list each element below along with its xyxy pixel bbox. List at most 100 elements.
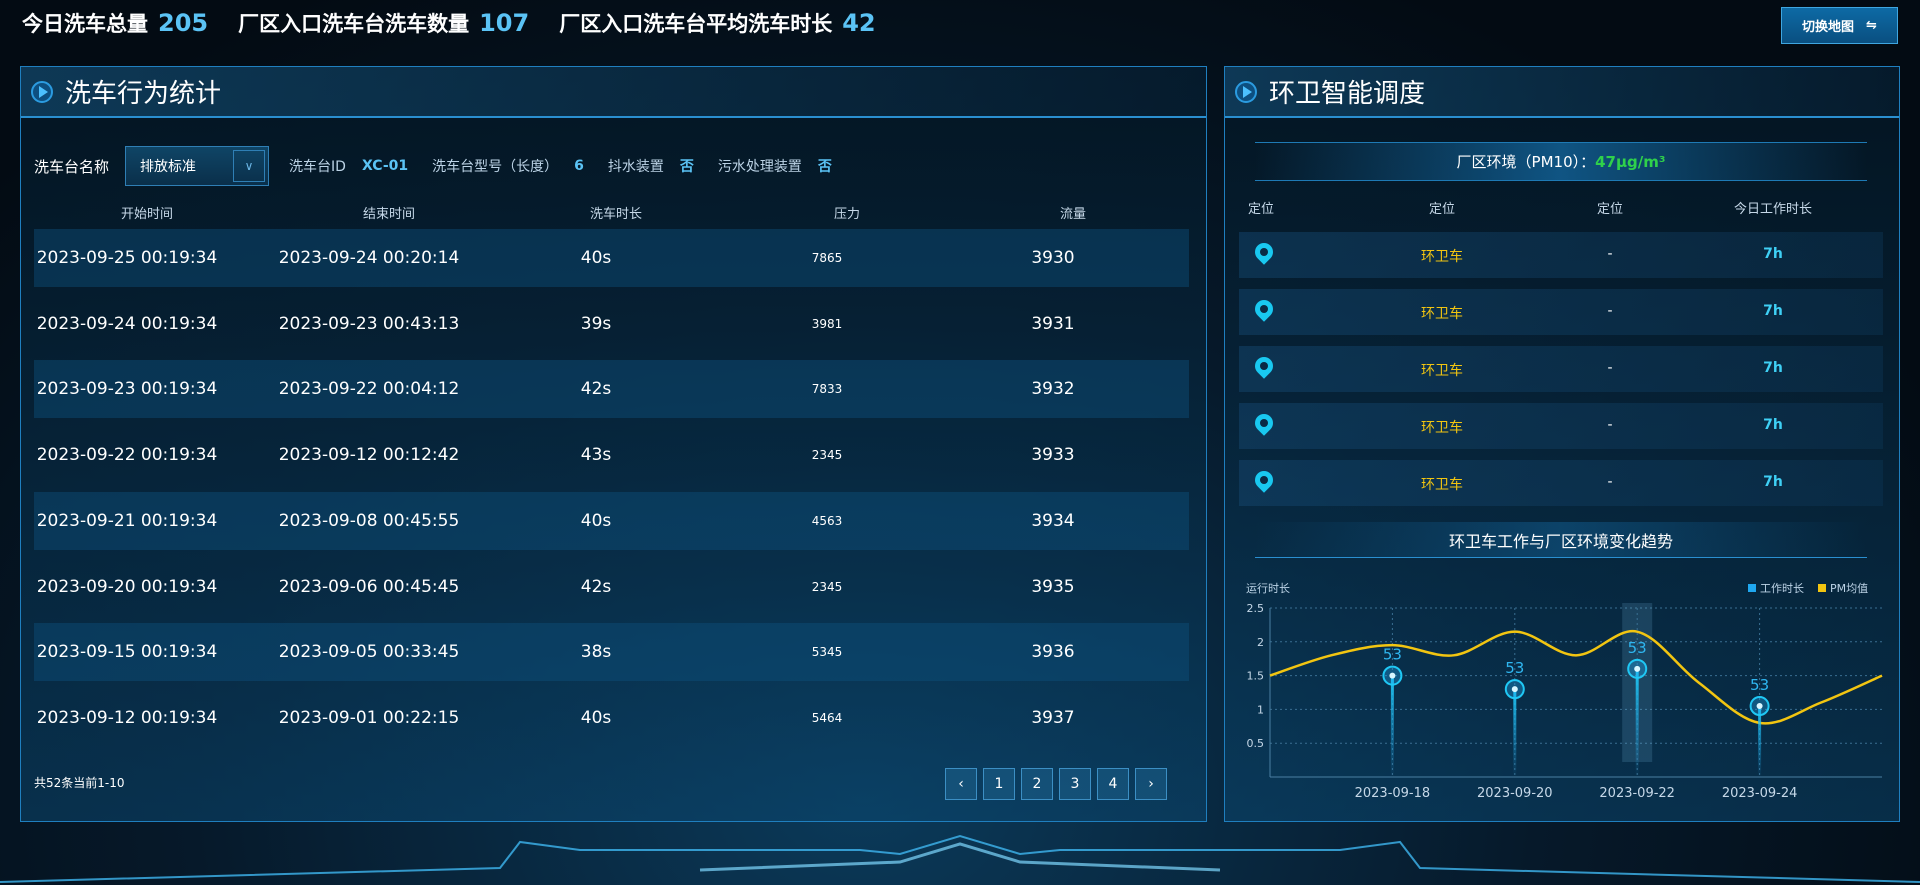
table-cell: 3932 [1031,379,1075,400]
table-cell: 2023-09-24 00:19:34 [36,313,218,334]
stat-total: 今日洗车总量 205 [22,9,209,37]
swap-arrows-icon: ⇋ [1866,18,1877,33]
table-cell: 2023-09-12 00:19:34 [36,707,218,728]
table-cell: 3933 [1031,445,1075,466]
table-cell: 3930 [1031,248,1075,268]
location-pin-icon[interactable] [1251,353,1277,379]
table-row[interactable]: 2023-09-21 00:19:34 2023-09-08 00:45:55 40… [34,491,1189,550]
table-cell: 2023-09-24 00:20:14 [278,248,460,268]
x-tick-label: 2023-09-20 [1477,786,1553,801]
vehicle-row[interactable]: 环卫车 - 7h [1239,289,1883,335]
table-cell: 7865 [811,251,843,265]
pm10-banner: 厂区环境（PM10）： 47μg/m³ [1255,142,1867,181]
wash-stats-panel: 洗车行为统计 [20,66,1207,822]
next-page-button[interactable]: › [1135,768,1167,800]
table-cell: 2023-09-22 00:19:34 [36,445,218,466]
location-pin-icon[interactable] [1251,467,1277,493]
vehicle-row[interactable]: 环卫车 - 7h [1239,403,1883,449]
work-hours-stem [1390,675,1394,777]
table-summary: 共52条当前1-10 [34,776,125,790]
table-cell: 2023-09-05 00:33:45 [278,642,460,663]
table-row[interactable]: 2023-09-25 00:19:34 2023-09-24 00:20:14 40… [34,229,1189,287]
work-hours-stem [1758,706,1762,777]
table-cell: 3937 [1031,707,1075,728]
location-pin-icon[interactable] [1251,410,1277,436]
panel-header: 洗车行为统计 [21,67,1206,118]
chevron-down-icon: ∨ [233,150,266,182]
legend-pm-avg[interactable]: PM均值 [1818,580,1868,596]
table-cell: 3935 [1031,576,1075,597]
table-cell: 2023-09-20 00:19:34 [36,576,218,597]
table-cell: 2023-09-01 00:22:15 [278,707,460,728]
table-row[interactable]: 2023-09-23 00:19:34 2023-09-22 00:04:12 42… [34,360,1189,419]
chart-legend[interactable]: 工作时长 PM均值 [1748,580,1868,596]
column-header: 定位 [1428,202,1455,217]
table-cell: 5345 [811,645,843,660]
table-cell: 40s [580,248,612,268]
table-row[interactable]: 2023-09-15 00:19:34 2023-09-05 00:33:45 38… [34,623,1189,682]
work-hours-point-dot [1634,665,1641,672]
y-tick-label: 1.5 [1247,670,1265,683]
table-row[interactable]: 2023-09-12 00:19:34 2023-09-01 00:22:15 40… [34,689,1189,747]
switch-map-button[interactable]: 切换地图 ⇋ [1781,7,1898,44]
work-hours-point-dot [1511,686,1518,693]
location-pin-icon[interactable] [1251,296,1277,322]
work-hours-label: 53 [1750,676,1769,694]
table-cell: 40s [580,707,612,728]
table-cell: 3981 [811,316,843,331]
panel-header: 环卫智能调度 [1225,67,1899,118]
wash-station-dropdown[interactable]: 排放标准 ∨ [125,146,270,186]
panel-title: 洗车行为统计 [65,79,222,109]
table-cell: 2345 [811,579,843,594]
table-cell: 5464 [811,710,843,725]
bottom-decoration [0,834,1920,883]
page-4-button[interactable]: 4 [1097,768,1129,800]
y-axis-label: 运行时长 [1246,582,1290,595]
x-tick-label: 2023-09-24 [1722,786,1798,801]
pm10-value: 47μg/m³ [1595,152,1666,171]
work-hours-point-dot [1389,672,1396,679]
table-cell: 2023-09-12 00:12:42 [278,445,460,466]
location-pin-icon[interactable] [1251,239,1277,265]
column-header: 开始时间 [120,207,173,222]
column-header: 定位 [1596,202,1623,217]
vehicle-row[interactable]: 环卫车 - 7h [1239,346,1883,392]
y-tick-label: 2.5 [1247,602,1265,615]
vehicle-row[interactable]: 环卫车 - 7h [1239,460,1883,506]
table-cell: 2023-09-23 00:43:13 [278,313,460,334]
y-tick-label: 0.5 [1247,737,1265,750]
column-header: 今日工作时长 [1733,202,1812,217]
page-1-button[interactable]: 1 [983,768,1015,800]
table-cell: 4563 [811,513,843,528]
table-row[interactable]: 2023-09-24 00:19:34 2023-09-23 00:43:13 39… [34,295,1189,353]
table-cell: 2023-09-23 00:19:34 [36,379,218,400]
table-cell: 2023-09-25 00:19:34 [36,248,218,268]
table-cell: 3936 [1031,642,1075,663]
legend-work-hours[interactable]: 工作时长 [1748,580,1804,596]
play-icon [31,80,53,103]
work-hours-stem [1513,689,1517,777]
work-hours-point-dot [1756,703,1763,710]
page-3-button[interactable]: 3 [1059,768,1091,800]
prev-page-button[interactable]: ‹ [945,768,977,800]
filter-bar: 洗车台名称 排放标准 ∨ 洗车台ID XC-01 洗车台型号（长度） 6 抖水装置否 … [34,146,856,186]
panel-title: 环卫智能调度 [1269,79,1426,109]
table-cell: 2023-09-15 00:19:34 [36,642,218,663]
y-tick-label: 2 [1257,636,1264,649]
table-cell: 42s [580,576,612,597]
page-2-button[interactable]: 2 [1021,768,1053,800]
table-row[interactable]: 2023-09-22 00:19:34 2023-09-12 00:12:42 43… [34,426,1189,484]
column-header: 洗车时长 [589,207,642,222]
table-cell: 42s [580,379,612,400]
summary-stats: 今日洗车总量 205 厂区入口洗车台洗车数量 107 厂区入口洗车台平均洗车时长 42 [22,8,876,38]
table-cell: 39s [580,313,612,334]
column-header: 结束时间 [362,207,415,222]
x-tick-label: 2023-09-22 [1599,786,1675,801]
table-row[interactable]: 2023-09-20 00:19:34 2023-09-06 00:45:45 42… [34,558,1189,616]
column-header: 流量 [1059,207,1086,222]
table-cell: 2345 [811,448,843,463]
stat-entrance-count: 厂区入口洗车台洗车数量 107 [238,9,530,37]
work-hours-label: 53 [1505,659,1524,677]
vehicle-row[interactable]: 环卫车 - 7h [1239,232,1883,278]
x-tick-label: 2023-09-18 [1355,786,1431,801]
